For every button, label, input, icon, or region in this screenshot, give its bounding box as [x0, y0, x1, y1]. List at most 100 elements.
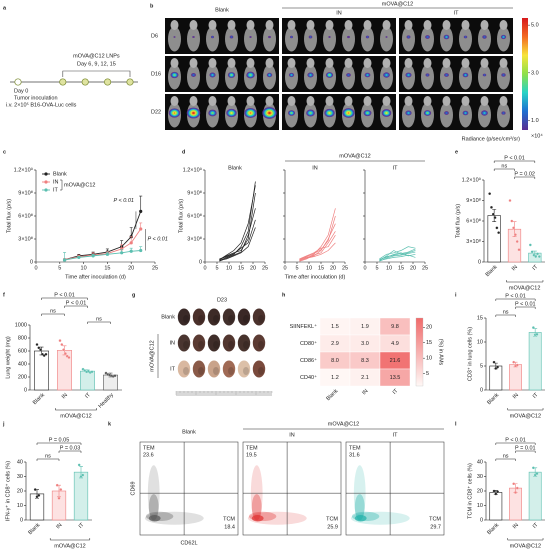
y-tick-label: 0 [478, 259, 481, 265]
mouse [380, 26, 393, 52]
group-label: mOVA@C12 [339, 153, 370, 159]
x-tick-label: IT [78, 522, 86, 530]
lung-lobe [183, 367, 189, 375]
colorbar-tick-label: 10 [426, 356, 432, 362]
x-tick-label: IN [55, 522, 63, 530]
signal [426, 36, 429, 38]
x-tick-label: 15 [238, 265, 244, 271]
annotation: Day 0 [14, 88, 28, 94]
mouse-head [363, 96, 372, 106]
signal [192, 35, 195, 39]
annotation: P < 0.01 [504, 155, 525, 161]
density [354, 494, 365, 521]
annotation: ns [45, 453, 51, 459]
colorbar-tick-label: 3.0 [531, 70, 539, 76]
cell-label: 2.9 [331, 341, 339, 347]
annotation: ns [501, 163, 507, 169]
signal [249, 36, 252, 38]
group-label: mOVA@C12 [149, 340, 155, 371]
point [508, 199, 512, 202]
cell-label: 2.1 [361, 375, 369, 381]
mouse-head [461, 20, 470, 30]
y-tick-label: 1.2×10⁹ [183, 166, 202, 173]
image-panel [399, 56, 513, 92]
lung-lobe [228, 367, 234, 375]
y-tick-label: 3×10⁸ [18, 235, 33, 242]
mouse-line [299, 231, 336, 262]
mouse-head [189, 58, 198, 68]
annotation: P = 0.02 [514, 171, 535, 177]
lung [177, 308, 191, 326]
signal [407, 74, 410, 76]
annotation: P < 0.01 [505, 293, 526, 299]
mouse-head [306, 96, 315, 106]
signal [483, 74, 486, 76]
point [496, 365, 500, 369]
colorbar-tick-label: 20 [426, 325, 432, 331]
image-panel [399, 94, 513, 130]
x-tick-label: Blank [27, 522, 41, 536]
point [517, 248, 521, 252]
signal [211, 74, 214, 76]
mouse [168, 26, 181, 52]
point [139, 227, 143, 231]
mouse [187, 64, 200, 90]
annotation: P = 0.03 [60, 445, 81, 451]
density [251, 515, 264, 522]
mouse-head [404, 96, 413, 106]
gate-name: TCM [223, 516, 235, 522]
x-tick-label: 20 [250, 265, 256, 271]
point [139, 209, 143, 213]
signal [445, 112, 448, 114]
mouse-head [382, 20, 391, 30]
y-tick-label: 15 [477, 315, 483, 321]
point [35, 495, 39, 499]
mouse-head [227, 58, 236, 68]
mouse-head [344, 96, 353, 106]
signal [385, 36, 388, 38]
lung-lobe [198, 367, 204, 375]
x-tick-label: Healthy [98, 392, 116, 410]
lung-lobe [213, 341, 219, 349]
gate-name: TEM [143, 445, 155, 451]
signal [230, 112, 233, 114]
lung-lobe [228, 315, 234, 323]
point [44, 352, 48, 356]
y-tick-label: 400 [18, 361, 27, 367]
legend-label: IN [53, 179, 59, 185]
mouse-head [404, 58, 413, 68]
stat-bracket [58, 450, 82, 453]
mouse-head [404, 20, 413, 30]
bar [73, 471, 89, 521]
image-panel [399, 18, 513, 54]
signal [249, 74, 252, 76]
image-panel [165, 94, 279, 130]
point [496, 490, 500, 494]
y-tick-label: 200 [18, 374, 27, 380]
signal [502, 112, 505, 114]
x-tick-label: IN [512, 392, 520, 400]
x-tick-label: Blank [32, 392, 46, 406]
mouse-head [480, 20, 489, 30]
x-tick-label: IT [392, 388, 400, 396]
mouse-line [219, 219, 256, 260]
group-header: mOVA@C12 [328, 421, 359, 427]
row-label: IN [170, 340, 176, 346]
mouse-line [219, 227, 256, 261]
y-tick-label: 40 [17, 459, 23, 465]
mouse [323, 26, 336, 52]
lung-lobe [258, 341, 264, 349]
row-label: D6 [151, 33, 158, 39]
mouse-line [379, 246, 416, 260]
y-tick-label: 1000 [15, 322, 27, 328]
mouse-head [499, 58, 508, 68]
density [148, 515, 161, 522]
y-tick-label: 3×10⁸ [187, 235, 202, 242]
signal [464, 36, 467, 38]
point [515, 363, 519, 367]
lung [237, 334, 251, 352]
mouse-head [442, 20, 451, 30]
point [139, 248, 143, 253]
stat-bracket [493, 160, 536, 163]
point [493, 216, 497, 219]
